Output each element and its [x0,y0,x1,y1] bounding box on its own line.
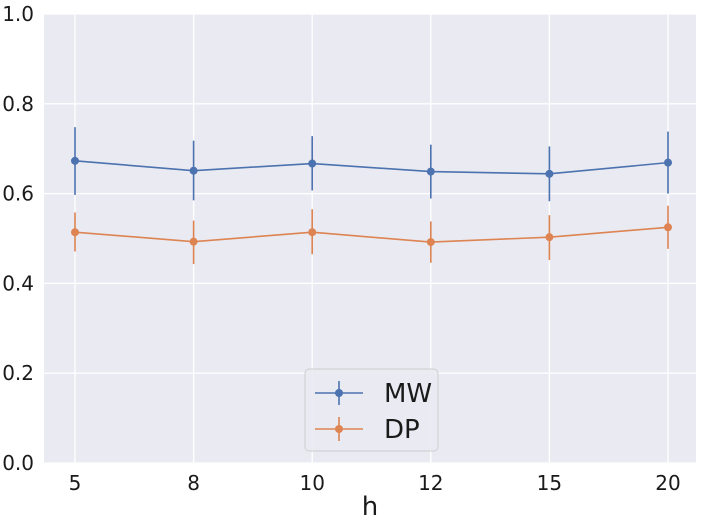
data-point [189,166,198,175]
data-point [71,156,79,165]
legend-item-mw: MW [315,379,432,409]
legend: MW DP [304,368,439,452]
y-tick-label: 0.4 [2,271,34,295]
data-point [71,228,79,237]
y-tick-label: 0.6 [2,182,34,206]
x-tick-label: 12 [418,471,443,495]
legend-marker [335,389,343,397]
series-line [74,160,669,175]
series-line [74,226,669,243]
data-point [308,159,317,168]
legend-marker [335,425,343,433]
x-tick-label: 15 [537,471,562,495]
data-point [664,158,672,167]
series-dp [71,205,672,265]
legend-label: DP [384,415,420,445]
data-point [545,233,554,242]
series-group [71,127,672,265]
x-axis-ticks: 5 8 10 12 15 20 [69,471,681,495]
data-point [545,169,554,178]
x-tick-label: 5 [69,471,82,495]
series-mw [71,127,672,202]
y-tick-label: 0.2 [2,361,34,385]
data-point [426,167,435,176]
data-point [189,237,198,246]
x-tick-label: 8 [187,471,200,495]
x-tick-label: 10 [299,471,324,495]
y-tick-label: 0.0 [2,451,34,475]
y-tick-label: 1.0 [2,2,34,26]
legend-label: MW [384,379,432,409]
data-point [664,223,672,232]
x-axis-label: h [362,492,378,522]
data-point [426,238,435,247]
y-tick-label: 0.8 [2,92,34,116]
data-point [308,228,317,237]
legend-item-dp: DP [315,415,420,445]
x-tick-label: 20 [655,471,680,495]
y-axis-ticks: 0.0 0.2 0.4 0.6 0.8 1.0 [2,2,34,475]
